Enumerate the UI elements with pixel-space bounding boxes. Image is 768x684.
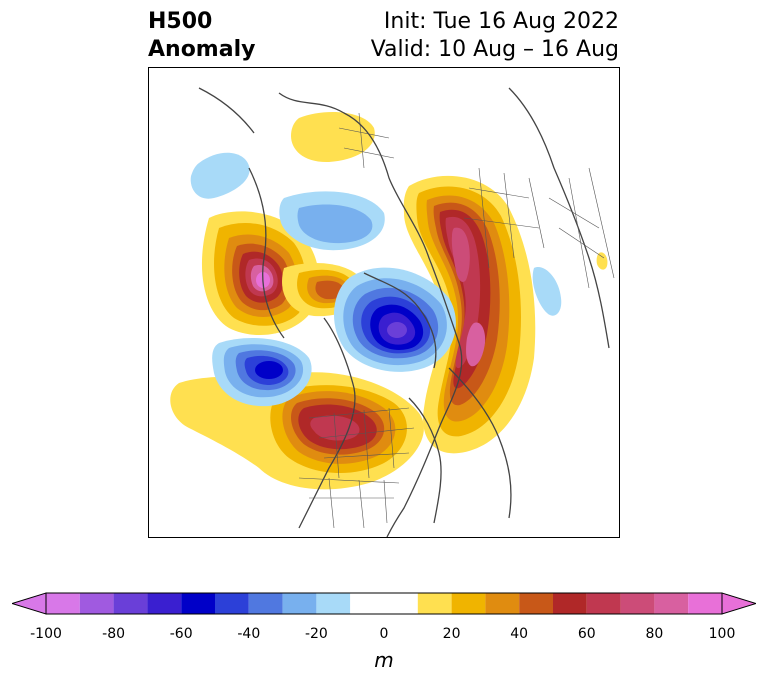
colorbar-tick-label: -80: [102, 626, 126, 642]
colorbar-cell: [113, 593, 148, 614]
anomaly-high-central-asia: [291, 112, 608, 270]
borders: [298, 112, 615, 529]
colorbar-cell: [181, 593, 215, 614]
colorbar-cell: [654, 593, 689, 614]
coastlines: [198, 87, 610, 537]
colorbar-cell: [519, 593, 553, 614]
colorbar-extend-max: [721, 592, 756, 615]
colorbar-cell: [586, 593, 621, 614]
anomaly-high-gulf-of-alaska: [201, 211, 319, 336]
colorbar-extend-min: [12, 592, 47, 615]
colorbar-units: m: [374, 648, 394, 672]
colorbar-tick-label: 40: [510, 626, 529, 642]
colorbar-tick-label: 0: [379, 626, 389, 642]
colorbar-tick-label: 100: [708, 626, 736, 642]
colorbar-cell: [688, 593, 722, 614]
colorbar-cell: [417, 593, 452, 614]
colorbar-cell: [79, 593, 114, 614]
colorbar-cell: [282, 593, 317, 614]
colorbar: [12, 592, 756, 615]
colorbar-tick-label: 60: [577, 626, 596, 642]
colorbar-cell: [350, 593, 418, 614]
colorbar-cell: [248, 593, 283, 614]
anomaly-high-europe: [403, 175, 536, 454]
anomaly-low-siberia: [212, 338, 312, 407]
anomaly-low-east-siberia: [279, 191, 385, 251]
colorbar-tick-label: -40: [237, 626, 261, 642]
anomaly-low-europe: [532, 267, 562, 316]
colorbar-cell: [485, 593, 520, 614]
colorbar-cell: [147, 593, 182, 614]
colorbar-tick-label: -100: [30, 626, 62, 642]
colorbar-tick-label: 80: [645, 626, 664, 642]
title-variable: H500: [148, 9, 213, 34]
colorbar-cell: [620, 593, 655, 614]
title-right: Init: Tue 16 Aug 2022 Valid: 10 Aug – 16…: [371, 8, 619, 64]
colorbar-tick-label: -20: [304, 626, 328, 642]
init-time: Init: Tue 16 Aug 2022: [383, 9, 619, 34]
colorbar-tick-label: -60: [169, 626, 193, 642]
anomaly-map: [148, 67, 620, 538]
title-left: H500 Anomaly: [148, 8, 255, 64]
colorbar-cell: [215, 593, 249, 614]
colorbar-cell: [46, 593, 80, 614]
colorbar-frame: [45, 592, 723, 615]
anomaly-low-w-pacific: [190, 152, 250, 199]
colorbar-cell: [451, 593, 486, 614]
colorbar-tick-label: 20: [442, 626, 461, 642]
title-field: Anomaly: [148, 37, 256, 62]
colorbar-cell: [553, 593, 587, 614]
valid-period: Valid: 10 Aug – 16 Aug: [370, 37, 619, 62]
colorbar-cell: [316, 593, 351, 614]
map-canvas: [170, 87, 615, 537]
